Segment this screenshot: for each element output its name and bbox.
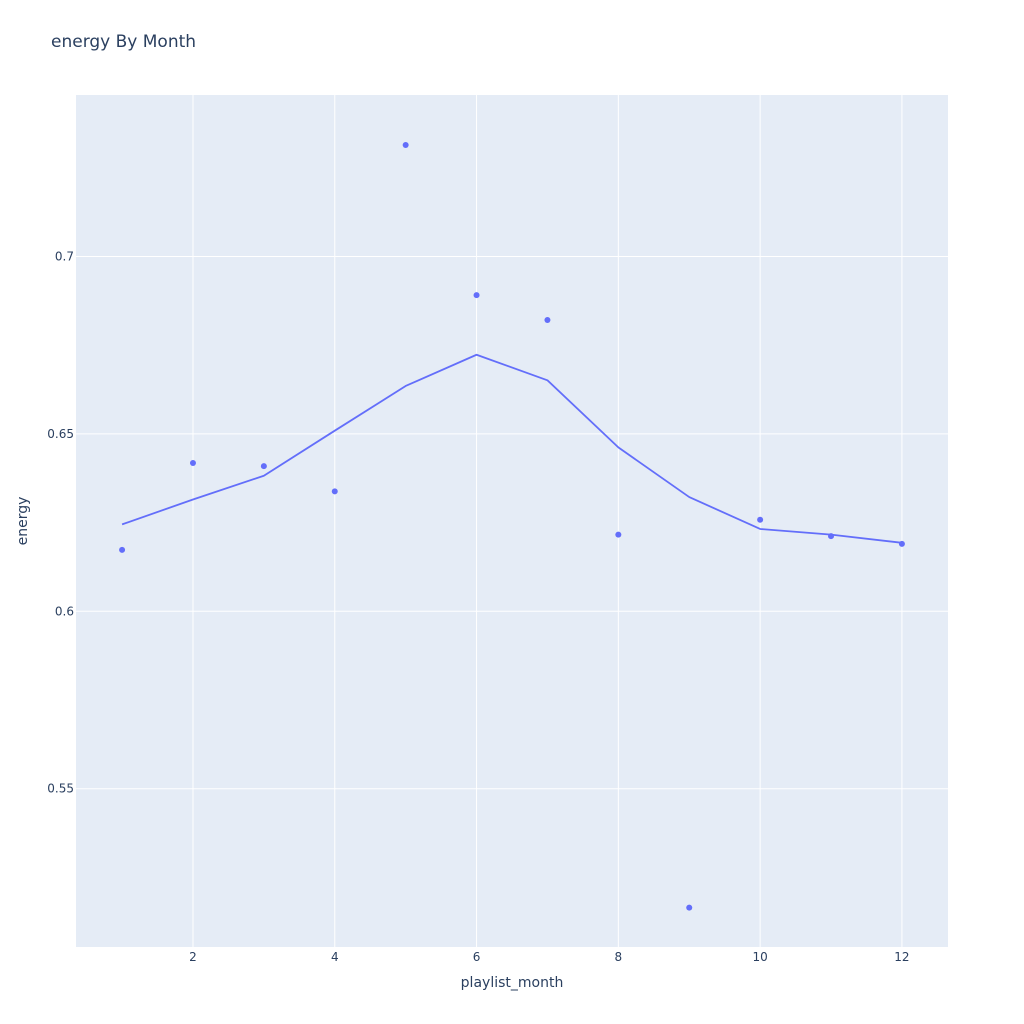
x-tick-label: 12 <box>894 950 909 964</box>
data-point[interactable] <box>898 540 905 547</box>
x-axis-title: playlist_month <box>461 975 564 991</box>
data-point[interactable] <box>331 488 338 495</box>
plot-background <box>76 95 948 947</box>
x-tick-label: 2 <box>189 950 197 964</box>
chart-title: energy By Month <box>51 32 196 52</box>
data-point[interactable] <box>473 292 480 299</box>
data-point[interactable] <box>828 533 835 540</box>
data-point[interactable] <box>189 459 196 466</box>
y-tick-label: 0.6 <box>55 604 74 618</box>
trend-line <box>121 353 903 544</box>
x-tick-label: 6 <box>473 950 481 964</box>
data-point[interactable] <box>615 531 622 538</box>
data-point[interactable] <box>402 142 409 149</box>
y-tick-label: 0.65 <box>47 427 74 441</box>
x-tick-label: 8 <box>615 950 623 964</box>
data-point[interactable] <box>686 904 693 911</box>
tick-labels: 2 4 6 8 10 12 0.55 0.6 0.65 0.7 <box>47 249 909 964</box>
data-point[interactable] <box>260 463 267 470</box>
data-point[interactable] <box>757 516 764 523</box>
x-tick-label: 10 <box>752 950 767 964</box>
data-point[interactable] <box>119 546 126 553</box>
x-tick-label: 4 <box>331 950 339 964</box>
y-tick-label: 0.7 <box>55 249 74 263</box>
data-layer <box>119 142 905 911</box>
y-tick-label: 0.55 <box>47 782 74 796</box>
data-point[interactable] <box>544 316 551 323</box>
y-axis-title: energy <box>15 497 31 546</box>
